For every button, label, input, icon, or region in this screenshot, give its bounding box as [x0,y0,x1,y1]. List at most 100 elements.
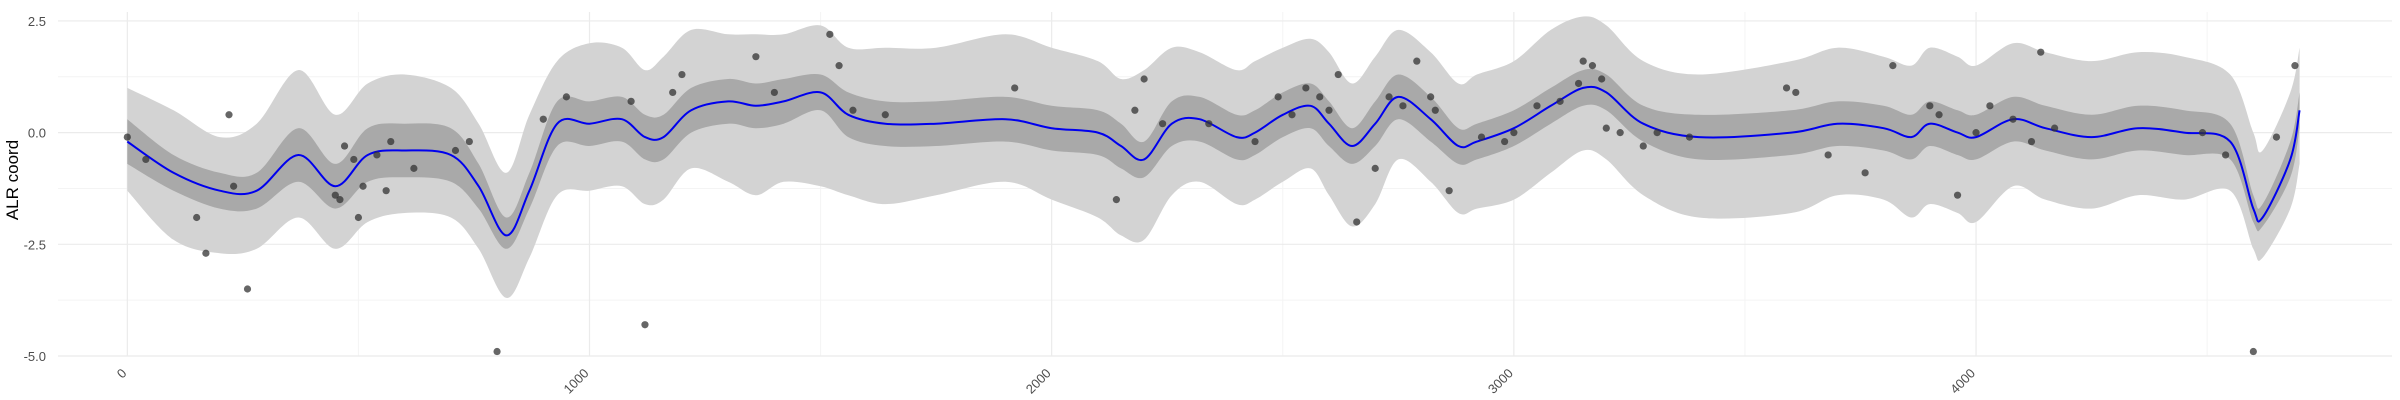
x-axis-ticks: 0 1000 2000 3000 4000 [114,366,1978,397]
data-point [340,142,349,150]
data-point [1792,88,1800,97]
data-point [1302,84,1310,92]
data-point [2272,133,2281,141]
data-point [336,196,344,204]
data-point [410,164,418,172]
data-point [770,88,778,97]
data-point [1926,102,1934,110]
data-point [1653,129,1661,137]
data-point [225,111,233,119]
data-point [1556,97,1564,105]
data-point [1602,124,1610,132]
y-tick-label: -2.5 [24,237,46,252]
data-point [539,115,547,123]
x-tick-label: 4000 [1947,366,1978,397]
data-point [641,321,649,329]
data-point [193,213,201,222]
data-point [1445,187,1453,195]
data-point [2198,129,2207,137]
data-point [1399,102,1407,110]
data-point [1131,106,1139,114]
data-point [1427,93,1435,101]
data-point [752,53,760,61]
y-tick-label: 2.5 [28,14,46,29]
data-point [373,151,381,159]
data-points [123,30,2299,356]
data-point [669,88,677,97]
data-point [627,97,635,105]
data-point [354,213,363,222]
data-point [1274,93,1282,101]
x-tick-label: 1000 [561,366,592,397]
data-point [1579,57,1587,65]
confidence-bands [127,16,2300,298]
data-point [1986,102,1994,110]
data-point [678,70,686,79]
data-point [123,133,131,141]
data-point [1251,137,1259,146]
data-point [1889,62,1897,70]
data-point [2249,347,2257,356]
mean-curve [126,85,2301,237]
data-point [1431,106,1439,114]
data-point [1598,75,1606,83]
data-point [1011,84,1019,92]
data-point [230,182,238,190]
data-point [2222,151,2230,159]
data-point [1510,129,1518,137]
y-axis-ticks: 2.5 0.0 -2.5 -5.0 [24,14,46,364]
data-point [2009,115,2017,123]
data-point [465,137,473,146]
data-point [826,30,834,38]
data-point [1112,196,1120,204]
inner-confidence-band [127,68,2300,249]
data-point [1935,111,1943,119]
data-point [1477,133,1486,141]
data-point [1159,120,1167,128]
data-point [350,155,358,164]
data-point [382,187,390,195]
data-point [1574,79,1583,88]
data-point [1639,142,1647,150]
data-point [1616,129,1624,137]
data-point [1501,137,1509,146]
data-point [1861,169,1869,177]
data-point [1782,84,1791,92]
x-tick-label: 0 [114,366,130,382]
data-point [562,93,570,101]
y-axis-title: ALR coord [3,140,22,220]
data-point [1371,164,1379,172]
data-point [2051,124,2059,132]
data-point [1385,93,1393,101]
mean-line [126,85,2301,237]
data-point [1972,129,1980,137]
outer-confidence-band [127,16,2300,298]
x-tick-label: 2000 [1023,366,1054,397]
data-point [1953,191,1962,199]
data-point [1353,218,1361,226]
data-point [1316,93,1324,101]
data-point [1824,151,1832,159]
data-point [387,137,395,146]
data-point [881,111,889,119]
y-tick-label: -5.0 [24,349,46,364]
data-point [1325,106,1333,114]
data-point [1334,70,1342,79]
y-tick-label: 0.0 [28,126,46,141]
data-point [142,155,150,164]
data-point [835,62,843,70]
data-point [1413,57,1421,65]
data-point [202,249,210,257]
data-point [1288,111,1296,119]
data-point [1685,133,1694,141]
data-point [2027,137,2036,146]
data-point [1140,75,1148,83]
data-point [493,347,501,356]
data-point [849,106,857,114]
data-point [1205,120,1213,128]
data-point [451,146,460,155]
data-point [1588,62,1597,70]
data-point [1533,102,1541,110]
data-point [2037,48,2045,56]
